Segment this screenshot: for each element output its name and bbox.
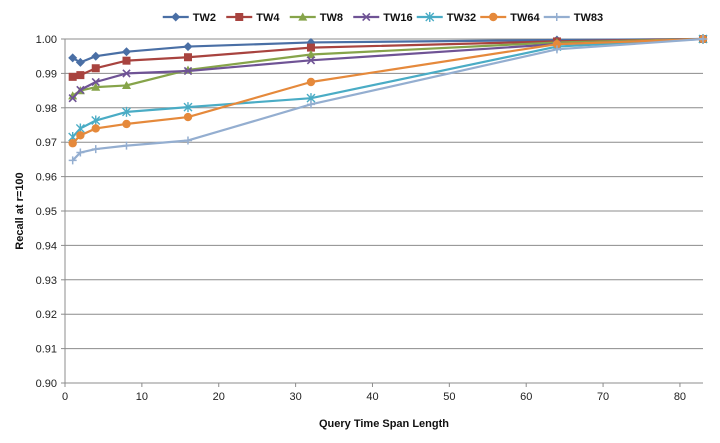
legend-item-tw2: TW2 <box>162 12 216 24</box>
data-point-tw16 <box>68 94 77 103</box>
series-tw64 <box>68 34 708 148</box>
data-point-tw64 <box>122 119 131 129</box>
data-point-tw4 <box>68 72 77 81</box>
x-tick-label: 20 <box>213 391 225 403</box>
data-point-tw2 <box>91 51 101 61</box>
x-tick-label: 70 <box>597 391 609 403</box>
data-point-tw83 <box>68 156 77 165</box>
y-tick-label: 0.93 <box>36 275 57 287</box>
legend-label-tw8: TW8 <box>320 12 343 24</box>
y-tick-label: 0.98 <box>36 103 57 115</box>
x-tick-label: 0 <box>62 391 68 403</box>
series-line-tw16 <box>71 37 704 99</box>
legend-item-tw16: TW16 <box>353 12 413 24</box>
data-point-tw8 <box>121 80 131 90</box>
data-point-tw16 <box>122 69 131 78</box>
legend-marker-tw32 <box>425 12 435 22</box>
grid-layer <box>65 38 703 350</box>
x-tick-label: 30 <box>289 391 301 403</box>
legend-item-tw83: TW83 <box>543 12 603 24</box>
y-tick-label: 0.99 <box>36 68 57 80</box>
data-point-tw4 <box>91 64 100 73</box>
x-tick-label: 10 <box>136 391 148 403</box>
legend-label-tw64: TW64 <box>510 12 540 24</box>
legend-marker-tw2 <box>171 12 181 22</box>
legend-label-tw32: TW32 <box>447 12 476 24</box>
legend-marker-tw83 <box>552 13 561 21</box>
legend-marker-tw4 <box>235 13 244 21</box>
data-point-tw64 <box>91 124 100 133</box>
data-point-tw83 <box>91 145 100 154</box>
data-point-tw16 <box>183 66 193 76</box>
data-point-tw16 <box>306 56 316 65</box>
legend: TW2 TW4 TW8 TW16 TW32 TW64 TW83 <box>162 12 603 24</box>
data-point-tw64 <box>306 77 316 87</box>
data-point-tw32 <box>91 115 101 126</box>
data-point-tw64 <box>183 112 193 122</box>
data-point-tw2 <box>68 53 78 63</box>
data-point-tw83 <box>699 35 707 43</box>
x-axis-title: Query Time Span Length <box>319 418 449 430</box>
data-point-tw64 <box>76 131 85 140</box>
axis-layer: 0.90 0.91 0.92 0.93 0.94 0.95 0.96 0.97 0.98 0.99… <box>36 34 703 403</box>
data-point-tw2 <box>183 42 193 52</box>
data-point-tw83 <box>122 141 131 150</box>
legend-item-tw64: TW64 <box>480 12 540 24</box>
y-tick-label: 0.96 <box>36 172 57 184</box>
series-line-tw32 <box>71 37 704 138</box>
legend-item-tw8: TW8 <box>289 12 343 24</box>
data-point-tw2 <box>121 47 131 57</box>
data-point-tw4 <box>122 56 131 65</box>
data-point-tw83 <box>552 45 561 54</box>
legend-label-tw16: TW16 <box>383 12 412 24</box>
data-point-tw16 <box>76 85 85 95</box>
data-point-tw4 <box>76 71 85 80</box>
legend-label-tw2: TW2 <box>193 12 216 24</box>
data-point-tw16 <box>91 77 100 87</box>
legend-label-tw4: TW4 <box>256 12 280 24</box>
series-tw83 <box>68 35 707 165</box>
data-point-tw4 <box>183 53 192 62</box>
data-point-tw83 <box>306 100 315 109</box>
data-point-tw2 <box>75 57 85 67</box>
legend-label-tw83: TW83 <box>574 12 603 24</box>
data-point-tw83 <box>183 136 192 145</box>
data-point-tw4 <box>306 43 315 52</box>
y-tick-label: 0.91 <box>36 344 57 356</box>
y-axis-title: Recall at r=100 <box>14 172 26 249</box>
legend-item-tw32: TW32 <box>416 12 476 24</box>
data-point-tw8 <box>91 82 101 91</box>
y-tick-label: 0.92 <box>36 309 57 321</box>
x-tick-label: 40 <box>366 391 378 403</box>
data-point-tw8 <box>306 49 316 59</box>
x-tick-label: 80 <box>674 391 686 403</box>
data-point-tw64 <box>68 139 77 148</box>
data-point-tw64 <box>552 39 562 49</box>
data-point-tw83 <box>76 148 85 157</box>
y-tick-label: 0.97 <box>36 137 57 149</box>
y-tick-label: 1.00 <box>36 34 57 46</box>
data-point-tw32 <box>183 102 193 113</box>
legend-marker-tw8 <box>298 12 308 21</box>
legend-marker-tw64 <box>489 12 498 22</box>
legend-item-tw4: TW4 <box>226 12 280 24</box>
y-tick-label: 0.94 <box>36 240 57 252</box>
y-tick-label: 0.90 <box>36 378 57 390</box>
x-tick-label: 50 <box>443 391 455 403</box>
series-layer <box>68 34 708 165</box>
series-line-tw8 <box>72 37 704 97</box>
legend-marker-tw16 <box>362 12 371 22</box>
y-tick-label: 0.95 <box>36 206 57 218</box>
x-tick-label: 60 <box>520 391 532 403</box>
data-point-tw32 <box>121 106 131 117</box>
